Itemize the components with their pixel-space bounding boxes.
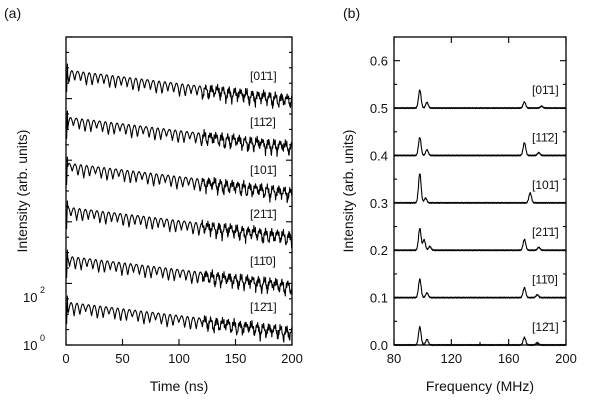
panel-b-x-ticks: 80 120 160 200 [387, 37, 577, 366]
time-trace [66, 295, 293, 343]
y-tick-exponent: 0 [40, 333, 45, 343]
y-tick-label: 0.3 [370, 196, 388, 211]
panel-b-direction-labels: [01̄1] [11̄2] [101̄] [21̄1̄] [11̄0] [12̄1] [532, 83, 559, 334]
y-tick-base: 10 [23, 290, 37, 305]
time-trace [66, 63, 293, 109]
panel-b-label: (b) [343, 5, 360, 21]
y-tick-label: 0.5 [370, 101, 388, 116]
spectrum-trace [393, 325, 567, 347]
panel-a-time-domain: (a) 0 50 100 150 200 [01̄1][11̄2][101̄][21̄1… [4, 5, 303, 394]
spectrum-trace [393, 137, 567, 157]
y-tick-label: 0.4 [370, 148, 388, 163]
direction-label: [11̄0] [532, 273, 558, 287]
direction-label: [01̄1] [532, 83, 559, 97]
direction-label: [11̄0] [250, 254, 276, 268]
direction-label: [11̄2] [532, 130, 558, 144]
x-tick-label: 100 [168, 351, 190, 366]
y-tick-label: 0.0 [370, 338, 388, 353]
direction-label: [12̄1] [532, 320, 559, 334]
panel-a-x-ticks: 0 50 100 150 200 [62, 339, 303, 366]
panel-b-x-axis-title: Frequency (MHz) [426, 378, 534, 394]
time-trace [66, 156, 293, 204]
panel-a-label: (a) [4, 5, 21, 21]
spectrum-trace [393, 89, 567, 110]
panel-b-traces [393, 89, 567, 347]
y-tick-label: 0.1 [370, 291, 388, 306]
spectrum-trace [393, 278, 567, 299]
x-tick-label: 150 [225, 351, 247, 366]
direction-label: [12̄1] [250, 300, 277, 314]
panel-a-y-axis-title: Intensity (arb. units) [14, 130, 30, 253]
time-trace [66, 200, 293, 249]
panel-a-direction-labels: [01̄1] [11̄2] [101̄] [21̄1̄] [11̄0] [12̄1] [250, 69, 277, 314]
x-tick-label: 200 [281, 351, 303, 366]
direction-label: [21̄1̄] [532, 225, 559, 239]
y-tick-label: 0.6 [370, 54, 388, 69]
x-tick-label: 200 [555, 351, 577, 366]
panel-a-y-tick-label-1e2: 10 2 [23, 285, 45, 305]
direction-label: [01̄1] [250, 69, 277, 83]
y-tick-label: 0.2 [370, 243, 388, 258]
time-trace [66, 249, 293, 297]
time-trace [66, 110, 293, 157]
spectrum-trace [393, 227, 567, 252]
direction-label: [11̄2] [250, 115, 276, 129]
y-tick-base: 10 [23, 338, 37, 353]
x-tick-label: 120 [440, 351, 462, 366]
direction-label: [101̄] [532, 178, 559, 192]
panel-b-y-axis-title: Intensity (arb. units) [340, 130, 356, 253]
spectrum-trace [393, 173, 567, 204]
panel-a-x-axis-title: Time (ns) [150, 378, 209, 394]
direction-label: [101̄] [250, 163, 277, 177]
panel-a-y-tick-label-1e0: 10 0 [23, 333, 45, 353]
direction-label: [21̄1̄] [250, 207, 277, 221]
panel-a-traces [66, 63, 293, 343]
x-tick-label: 80 [387, 351, 401, 366]
y-tick-exponent: 2 [40, 285, 45, 295]
x-tick-label: 160 [498, 351, 520, 366]
panel-b-frequency-domain: (b) 0.0 0.1 0.2 0.3 0.4 0.5 0.6 80 120 160 200 [0… [340, 5, 577, 394]
x-tick-label: 50 [115, 351, 129, 366]
x-tick-label: 0 [62, 351, 69, 366]
